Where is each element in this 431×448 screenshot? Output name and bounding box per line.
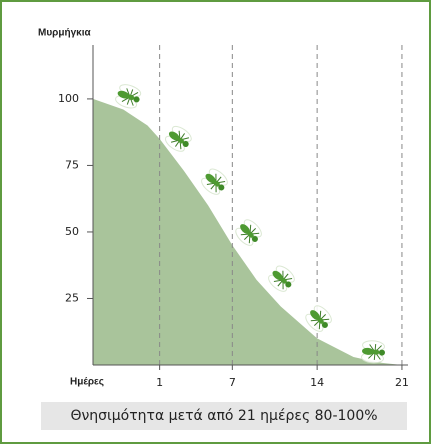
y-tick-label: 50 <box>65 225 79 238</box>
chart: Μυρμήγκια Ημέρες Θνησιμότητα μετά από 21… <box>0 0 431 444</box>
x-tick-label: 7 <box>229 376 236 389</box>
x-axis-label: Ημέρες <box>70 377 104 388</box>
x-tick-label: 14 <box>310 376 324 389</box>
y-tick-label: 75 <box>65 158 79 171</box>
caption: Θνησιμότητα μετά από 21 ημέρες 80-100% <box>70 408 377 424</box>
ant <box>361 340 386 364</box>
x-tick-label: 1 <box>156 376 163 389</box>
y-tick-label: 100 <box>58 92 79 105</box>
x-tick-label: 21 <box>395 376 409 389</box>
y-tick-label: 25 <box>65 291 79 304</box>
y-axis-label: Μυρμήγκια <box>38 28 91 39</box>
